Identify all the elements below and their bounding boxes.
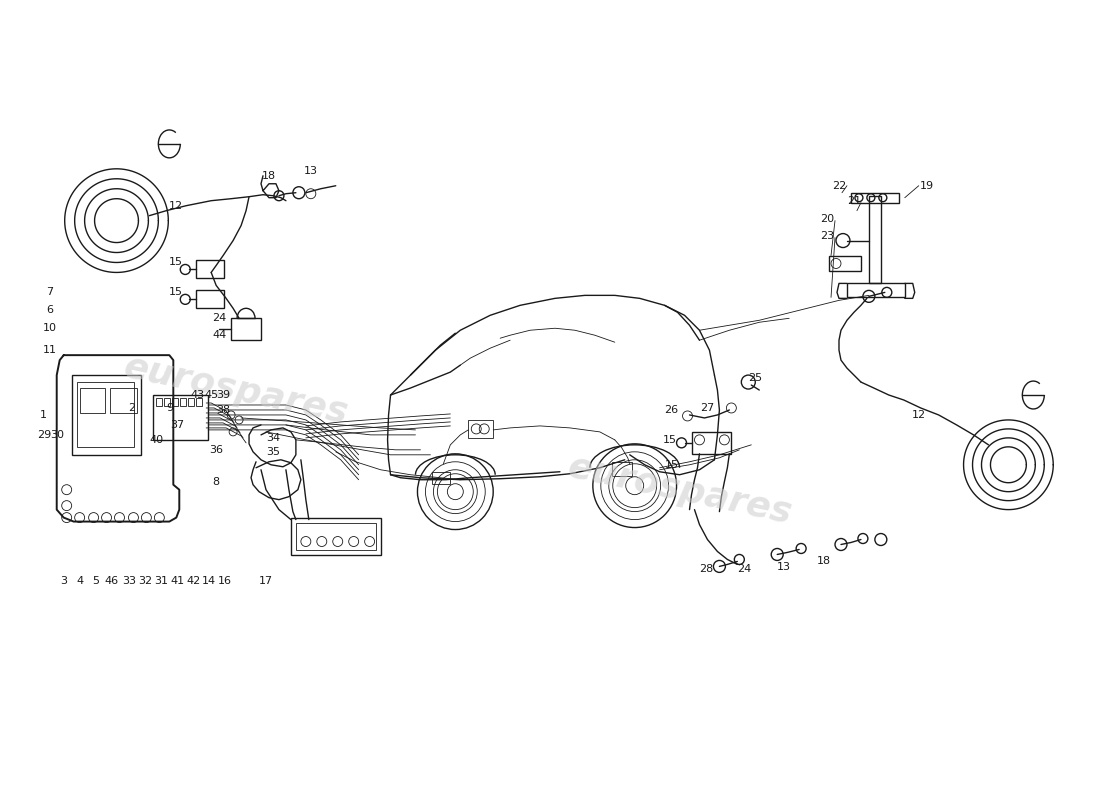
Text: 12: 12 (169, 201, 184, 210)
Text: 41: 41 (170, 576, 185, 586)
Text: 15: 15 (169, 258, 184, 267)
Bar (180, 398, 186, 406)
Bar (231, 318, 261, 340)
Text: 19: 19 (920, 181, 934, 190)
Text: 12: 12 (912, 410, 926, 420)
Bar (847, 283, 905, 298)
Bar (296, 522, 375, 550)
Text: 23: 23 (820, 230, 834, 241)
Text: 2: 2 (128, 403, 135, 413)
Text: 30: 30 (50, 430, 64, 440)
Text: 46: 46 (104, 576, 119, 586)
Bar (196, 261, 224, 278)
Bar (156, 398, 163, 406)
Text: 20: 20 (820, 214, 834, 224)
Text: 13: 13 (304, 166, 318, 176)
Text: 10: 10 (43, 323, 57, 334)
Text: 38: 38 (216, 405, 230, 415)
Text: 18: 18 (262, 170, 276, 181)
Text: 42: 42 (186, 576, 200, 586)
Text: 4: 4 (76, 576, 84, 586)
Text: 28: 28 (700, 565, 714, 574)
Text: 44: 44 (212, 330, 227, 340)
Text: 40: 40 (150, 435, 164, 445)
Text: 39: 39 (216, 390, 230, 400)
Text: 7: 7 (46, 287, 53, 298)
Text: 33: 33 (122, 576, 136, 586)
Text: 34: 34 (266, 433, 280, 443)
Bar (692, 432, 732, 454)
Text: eurospares: eurospares (121, 350, 351, 430)
Bar (196, 398, 202, 406)
Text: 14: 14 (202, 576, 217, 586)
Bar (79, 388, 104, 413)
Bar (829, 255, 861, 271)
Text: 6: 6 (46, 306, 53, 315)
Text: 15: 15 (662, 435, 676, 445)
Text: 43: 43 (190, 390, 205, 400)
Text: 21: 21 (847, 196, 861, 206)
Bar (173, 398, 178, 406)
Text: 17: 17 (258, 576, 273, 586)
Text: 16: 16 (218, 576, 232, 586)
Text: 45: 45 (205, 390, 218, 400)
Bar (164, 398, 170, 406)
Text: 35: 35 (266, 447, 280, 457)
Text: 37: 37 (170, 420, 185, 430)
Text: 5: 5 (92, 576, 99, 586)
Text: 9: 9 (166, 403, 173, 413)
Bar (153, 395, 208, 440)
Text: 31: 31 (154, 576, 168, 586)
Text: eurospares: eurospares (564, 450, 795, 530)
Bar (72, 375, 142, 455)
Text: 29: 29 (36, 430, 51, 440)
Text: 26: 26 (664, 405, 679, 415)
Text: 15: 15 (169, 287, 184, 298)
Text: 25: 25 (748, 373, 762, 383)
Text: 24: 24 (212, 314, 227, 323)
Bar (432, 472, 450, 484)
Text: 8: 8 (212, 477, 220, 486)
Bar (290, 518, 381, 555)
Bar (110, 388, 138, 413)
Text: 32: 32 (139, 576, 153, 586)
Bar (851, 193, 899, 202)
Text: 36: 36 (209, 445, 223, 455)
Text: 27: 27 (701, 403, 715, 413)
Text: 18: 18 (817, 557, 832, 566)
Bar (77, 382, 134, 447)
Text: 13: 13 (778, 562, 791, 573)
Bar (869, 196, 881, 283)
Text: 24: 24 (737, 565, 751, 574)
Bar (612, 462, 631, 476)
Bar (469, 420, 493, 438)
Text: 15: 15 (664, 460, 679, 470)
Text: 3: 3 (60, 576, 67, 586)
Text: 22: 22 (832, 181, 846, 190)
Bar (188, 398, 195, 406)
Text: 1: 1 (41, 410, 47, 420)
Text: 11: 11 (43, 345, 57, 355)
Bar (196, 290, 224, 308)
